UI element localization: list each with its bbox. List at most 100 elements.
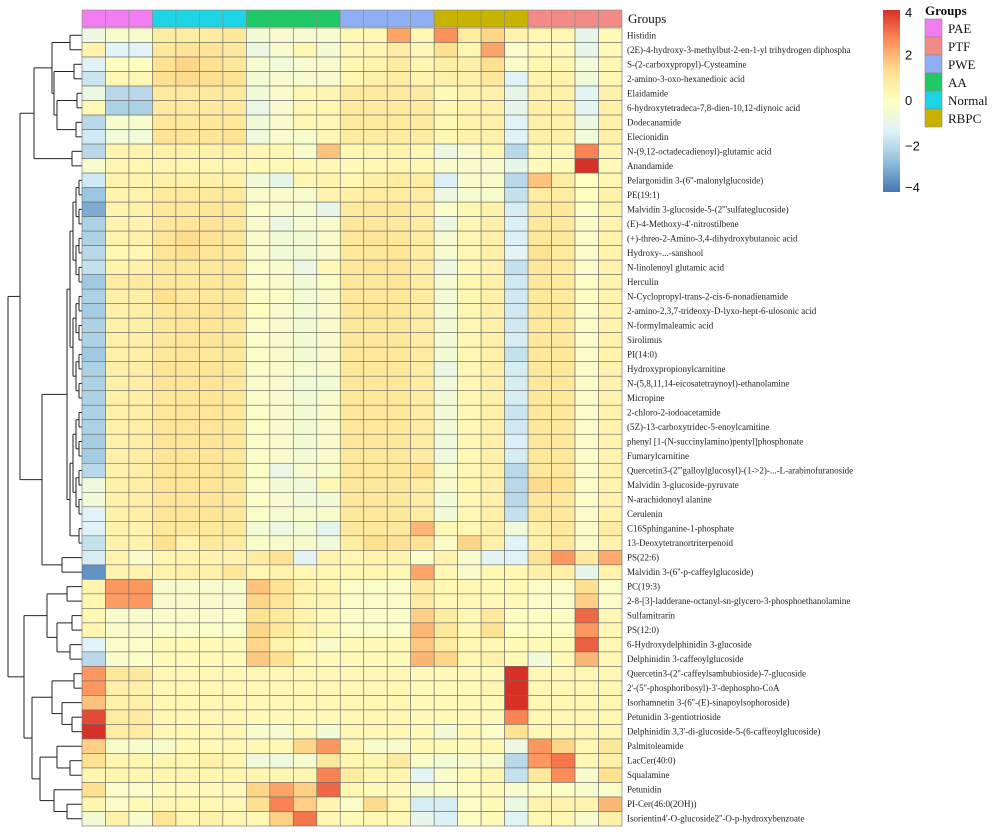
heatmap-cell xyxy=(386,622,411,638)
heatmap-cell xyxy=(551,85,576,101)
heatmap-cell xyxy=(504,274,529,290)
heatmap-cell xyxy=(410,564,435,580)
heatmap-cell xyxy=(293,71,318,87)
heatmap-cell xyxy=(246,216,271,232)
row-label: Histidin xyxy=(627,30,657,40)
heatmap-cell xyxy=(410,782,435,798)
heatmap-cell xyxy=(551,259,576,275)
heatmap-cell xyxy=(152,390,177,406)
heatmap-cell xyxy=(222,608,247,624)
heatmap-cell xyxy=(269,462,294,479)
group-bar-cell-rbpc xyxy=(504,9,529,28)
heatmap-cell xyxy=(175,303,200,319)
heatmap-cell xyxy=(527,303,552,319)
heatmap-cell xyxy=(222,448,247,464)
heatmap-cell xyxy=(199,216,224,232)
row-label: 13-Deoxytetranortriterpenoid xyxy=(627,538,733,548)
heatmap-cell xyxy=(410,259,435,275)
heatmap-cell xyxy=(222,129,247,145)
heatmap-cell xyxy=(222,346,247,363)
heatmap-cell xyxy=(269,71,294,87)
heatmap-cell xyxy=(105,259,130,275)
heatmap-cell xyxy=(175,680,200,696)
heatmap-cell xyxy=(246,375,271,392)
heatmap-cell xyxy=(457,27,482,43)
heatmap-cell xyxy=(269,753,294,769)
heatmap-cell xyxy=(410,637,435,653)
heatmap-cell xyxy=(598,404,623,421)
row-label: (5Z)-13-carboxytridec-5-enoylcarnitine xyxy=(627,422,769,432)
heatmap-cell xyxy=(363,71,388,87)
heatmap-cell xyxy=(316,433,341,450)
heatmap-cell xyxy=(128,71,153,87)
heatmap-cell xyxy=(504,303,529,319)
heatmap-cell xyxy=(480,71,505,87)
heatmap-cell xyxy=(457,738,482,754)
heatmap-cell xyxy=(551,216,576,232)
heatmap-cell xyxy=(457,419,482,435)
heatmap-cell xyxy=(433,796,458,812)
heatmap-cell xyxy=(410,85,435,101)
heatmap-cell xyxy=(433,390,458,406)
heatmap-cell xyxy=(551,42,576,58)
heatmap-cell xyxy=(105,390,130,406)
heatmap-cell xyxy=(433,158,458,174)
heatmap-cell xyxy=(152,419,177,435)
heatmap-cell xyxy=(433,666,458,682)
heatmap-cell xyxy=(386,100,411,116)
heatmap-cell xyxy=(175,129,200,145)
heatmap-cell xyxy=(293,201,318,217)
heatmap-cell xyxy=(363,521,388,537)
heatmap-cell xyxy=(527,143,552,159)
heatmap-cell xyxy=(433,230,458,246)
heatmap-cell xyxy=(105,753,130,769)
heatmap-cell xyxy=(199,187,224,203)
heatmap-cell xyxy=(504,462,529,479)
group-legend-title: Groups xyxy=(925,3,967,18)
heatmap-cell xyxy=(81,230,106,246)
heatmap-cell xyxy=(199,448,224,464)
heatmap-cell xyxy=(527,796,552,812)
heatmap-cell xyxy=(199,317,224,333)
heatmap-cell xyxy=(480,637,505,653)
heatmap-cell xyxy=(386,317,411,333)
legend-label-aa: AA xyxy=(948,75,967,90)
heatmap-cell xyxy=(246,753,271,769)
heatmap-cell xyxy=(152,521,177,537)
heatmap-cell xyxy=(222,753,247,769)
heatmap-cell xyxy=(433,172,458,188)
heatmap-cell xyxy=(480,172,505,188)
heatmap-cell xyxy=(551,593,576,609)
heatmap-cell xyxy=(339,158,365,174)
heatmap-cell xyxy=(504,811,529,827)
heatmap-cell xyxy=(105,158,130,174)
heatmap-cell xyxy=(433,419,458,435)
heatmap-cell xyxy=(574,477,599,493)
legend-swatch-aa xyxy=(924,72,943,92)
heatmap-cell xyxy=(152,274,177,290)
heatmap-cell xyxy=(480,27,505,43)
heatmap-cell xyxy=(410,695,435,711)
heatmap-cell xyxy=(316,259,341,275)
heatmap-cell xyxy=(152,158,177,174)
heatmap-cell xyxy=(105,230,130,246)
heatmap-cell xyxy=(175,71,200,87)
heatmap-cell xyxy=(175,738,200,754)
row-label: PI-Cer(46:0(2OH)) xyxy=(627,799,696,809)
heatmap-cell xyxy=(269,724,294,740)
heatmap-cell xyxy=(316,245,341,261)
heatmap-cell xyxy=(363,579,388,595)
heatmap-cell xyxy=(551,230,576,246)
heatmap-cell xyxy=(480,56,505,72)
heatmap-cell xyxy=(81,622,106,638)
heatmap-cell xyxy=(339,288,365,304)
heatmap-cell xyxy=(598,651,623,667)
heatmap-cell xyxy=(410,724,435,740)
heatmap-cell xyxy=(81,274,106,290)
heatmap-cell xyxy=(574,448,599,464)
group-bar-cell-ptf xyxy=(527,9,552,28)
heatmap-cell xyxy=(293,27,318,43)
heatmap-cell xyxy=(246,724,271,740)
row-labels: Histidin (2E)-4-hydroxy-3-methylbut-2-en-… xyxy=(627,30,853,823)
heatmap-cell xyxy=(551,56,576,72)
